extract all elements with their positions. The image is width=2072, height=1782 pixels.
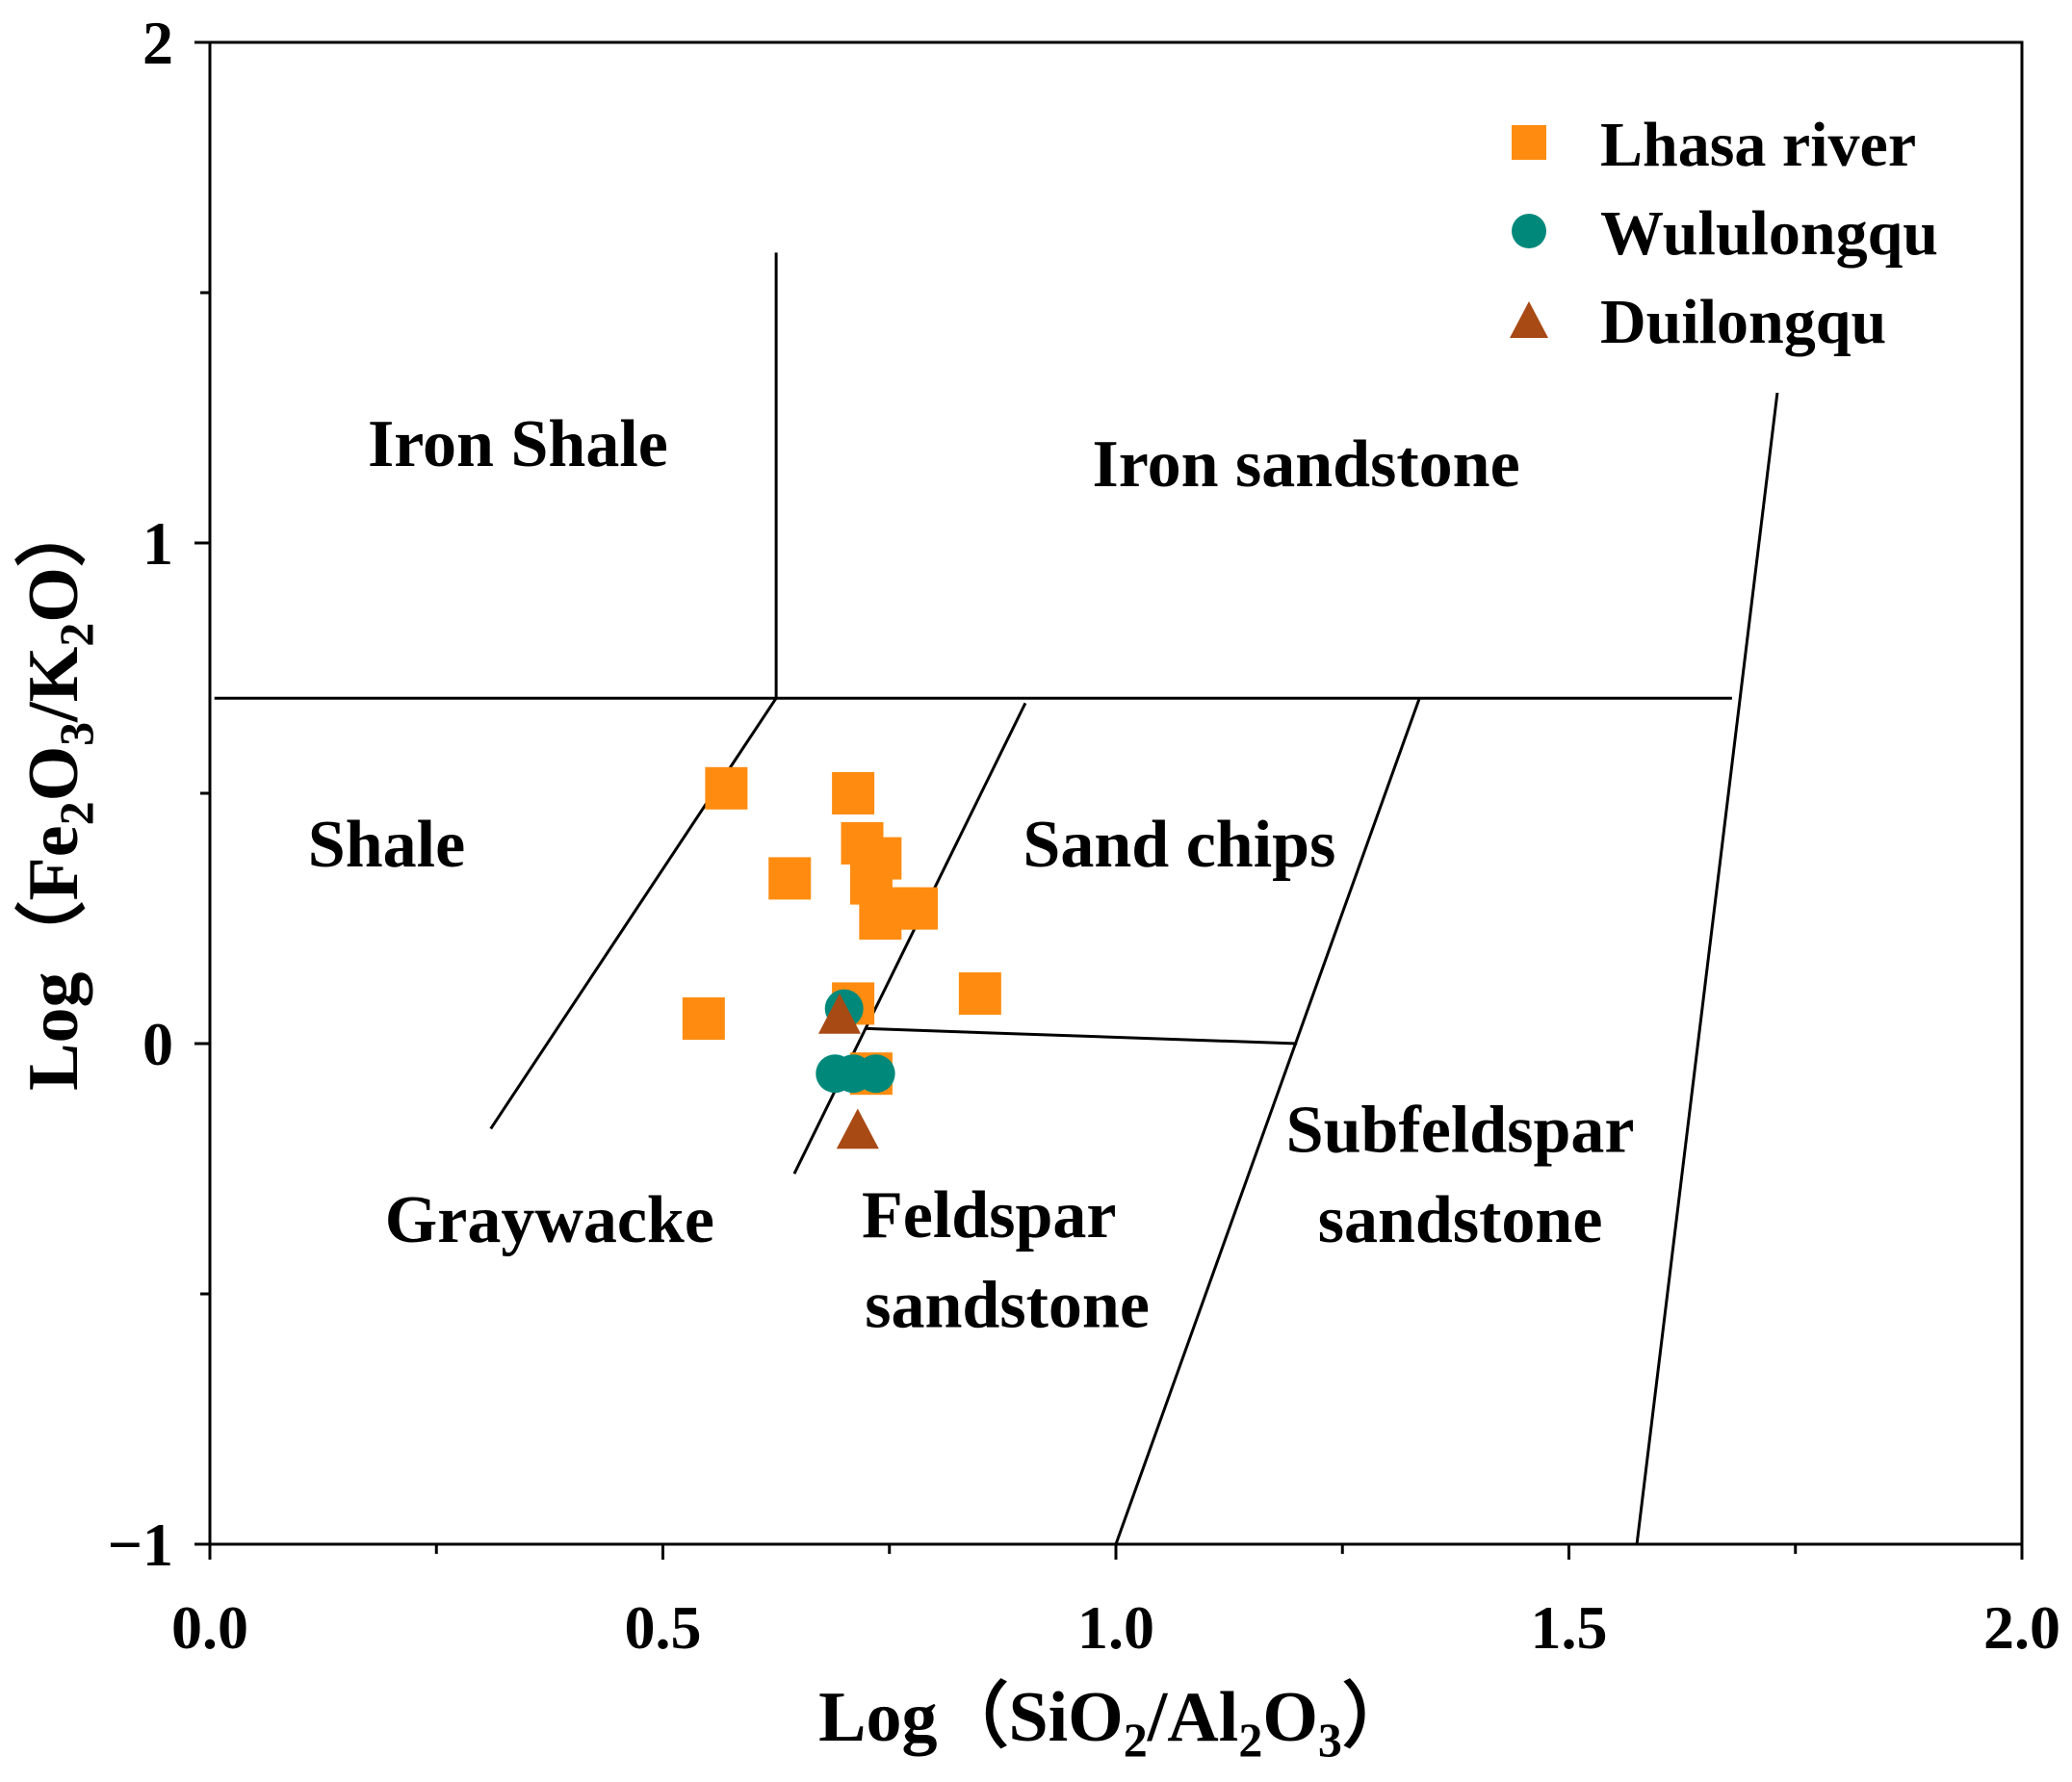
x-tick-label: 1.5	[1531, 1593, 1608, 1662]
region-label: Subfeldspar	[1286, 1093, 1635, 1167]
axis-ticks	[194, 40, 2024, 1560]
region-label: Sand chips	[1023, 808, 1335, 882]
region-labels: Iron Shale Iron sandstone Shale Sand chips G…	[308, 407, 1635, 1342]
legend-marker	[1510, 301, 1548, 338]
y-tick-label: −1	[108, 1511, 173, 1579]
triangle-point	[836, 1108, 879, 1149]
boundary-lines	[214, 252, 1779, 1545]
boundary-line-3	[489, 697, 778, 1130]
square-point	[832, 772, 875, 814]
y-axis-title: Log（Fe2O3/K2O）	[14, 496, 103, 1091]
data-points	[682, 766, 1001, 1149]
x-tick-label: 0.5	[625, 1593, 702, 1662]
boundary-line-6	[1114, 697, 1421, 1545]
region-label: sandstone	[1318, 1183, 1603, 1257]
x-tick-label: 2.0	[1983, 1593, 2060, 1662]
y-tick-label: 1	[142, 509, 173, 578]
region-label: Shale	[308, 808, 465, 882]
y-tick-label: 0	[142, 1010, 173, 1078]
legend-marker	[1512, 125, 1546, 160]
x-tick-label: 1.0	[1077, 1593, 1154, 1662]
x-axis-title: Log（SiO2/Al2O3）	[818, 1678, 1413, 1767]
region-label: Graywacke	[385, 1183, 714, 1257]
region-label: sandstone	[865, 1268, 1150, 1342]
square-point	[682, 997, 725, 1040]
region-label: Iron sandstone	[1093, 427, 1520, 502]
square-point	[958, 972, 1001, 1015]
legend-label: Duilongqu	[1600, 287, 1886, 357]
square-point	[705, 766, 748, 810]
boundary-line-7	[1635, 392, 1779, 1545]
region-label: Iron Shale	[368, 407, 668, 481]
region-label: Feldspar	[862, 1178, 1116, 1253]
legend-marker	[1512, 214, 1546, 248]
square-point	[894, 887, 938, 930]
legend: Lhasa river Wululongqu Duilongqu	[1510, 110, 1938, 357]
boundary-line-4	[792, 702, 1027, 1175]
square-point	[859, 897, 902, 940]
boundary-line-5	[867, 1026, 1298, 1046]
triangle-point	[817, 993, 861, 1034]
square-point	[768, 857, 812, 900]
legend-label: Lhasa river	[1600, 110, 1916, 180]
tick-labels: 0.0 0.5 1.0 1.5 2.0 −1 0 1 2	[108, 9, 2060, 1662]
x-tick-label: 0.0	[171, 1593, 248, 1662]
y-tick-label: 2	[142, 9, 173, 77]
circle-point	[856, 1054, 895, 1094]
legend-label: Wululongqu	[1600, 198, 1938, 269]
